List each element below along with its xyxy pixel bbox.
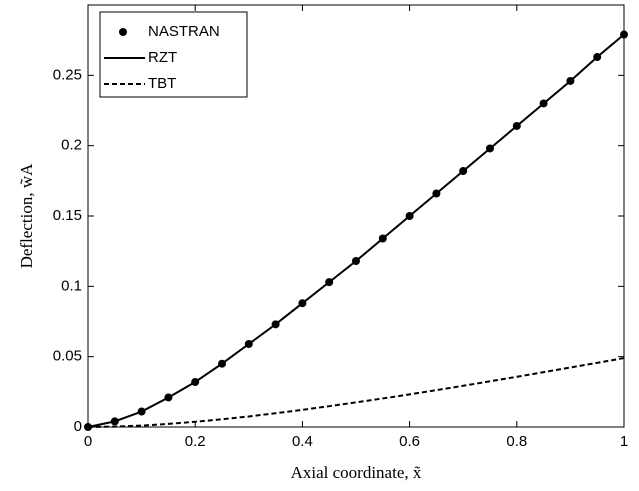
legend-box: [99, 11, 248, 98]
x-tick-label: 0.6: [399, 433, 420, 450]
legend-label: TBT: [148, 75, 176, 92]
series-line: [87, 33, 625, 428]
y-tick-label: 0.1: [61, 277, 82, 294]
series-line: [87, 357, 625, 428]
x-tick-label: 0.8: [506, 433, 527, 450]
y-tick-label: 0.2: [61, 137, 82, 154]
y-tick-label: 0.15: [53, 207, 82, 224]
x-tick-label: 0.4: [292, 433, 313, 450]
y-axis-label: Deflection, w̃A: [17, 163, 36, 269]
x-tick-label: 0: [84, 433, 92, 450]
x-tick-label: 0.2: [185, 433, 206, 450]
x-tick-label: 1: [620, 433, 628, 450]
y-tick-label: 0: [74, 418, 82, 435]
legend-label: NASTRAN: [148, 23, 220, 40]
legend-label: RZT: [148, 49, 177, 66]
legend-marker: [119, 28, 127, 36]
x-axis-label: Axial coordinate, x̃: [291, 463, 422, 482]
y-tick-label: 0.25: [53, 66, 82, 83]
y-tick-label: 0.05: [53, 348, 82, 365]
